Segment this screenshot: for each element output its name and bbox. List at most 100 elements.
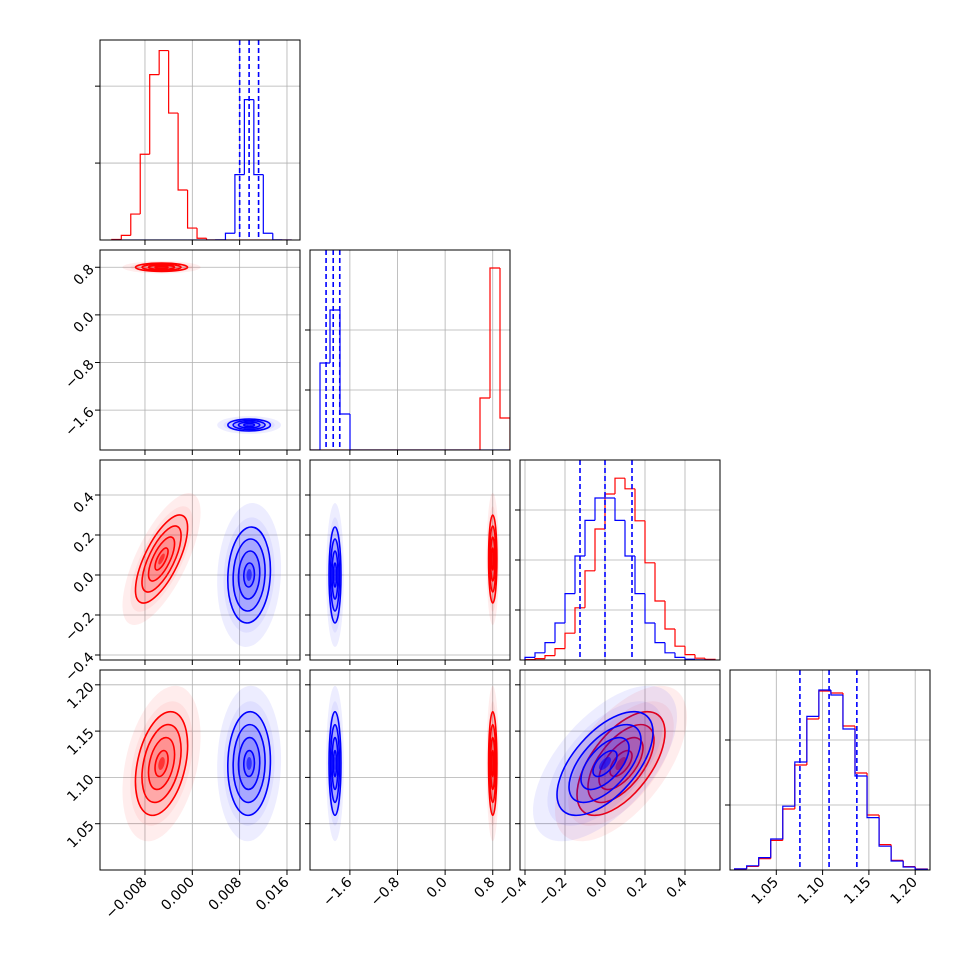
histogram-bin [186, 190, 198, 229]
histogram-bin [782, 808, 795, 841]
y-tick-label: 1.15 [64, 725, 97, 758]
x-tick-label: 0.000 [158, 874, 198, 914]
histogram-bin [758, 857, 771, 866]
panel [310, 460, 510, 660]
histogram-bin [544, 642, 555, 653]
y-tick-label: 1.10 [64, 772, 97, 805]
contour [332, 562, 338, 588]
histogram-bin [830, 690, 843, 696]
contour [598, 736, 644, 791]
histogram-bin [818, 689, 831, 717]
y-tick-label: −0.8 [62, 357, 97, 392]
density-fill [158, 757, 165, 770]
y-tick-label: 0.2 [71, 529, 98, 556]
panel [100, 250, 300, 450]
histogram-bin [262, 174, 273, 234]
y-tick-label: 0.0 [71, 569, 98, 596]
contour [331, 550, 339, 600]
histogram-bin [890, 844, 904, 861]
density-fill [158, 553, 165, 565]
density-fill [334, 757, 336, 770]
histogram-bin [329, 309, 340, 363]
contour [141, 723, 182, 804]
contour [556, 710, 654, 817]
histogram-bin [878, 815, 892, 846]
x-tick-label: −0.008 [103, 874, 151, 922]
histogram-bin [902, 861, 916, 868]
histogram-bin [489, 267, 500, 398]
contour [328, 710, 342, 817]
contour [592, 749, 618, 778]
histogram-bin [684, 657, 695, 660]
panel-frame [729, 669, 931, 871]
y-tick-label: −1.6 [62, 404, 97, 439]
contour [329, 538, 341, 612]
histogram-bin [139, 153, 150, 215]
histogram-bin [534, 652, 545, 658]
contour [154, 265, 169, 270]
y-tick-label: 0.8 [71, 262, 98, 289]
density-fill [246, 424, 252, 426]
histogram-bin [842, 693, 855, 727]
x-tick-label: 1.20 [887, 874, 920, 907]
histogram-bin [674, 629, 685, 647]
histogram-bin [644, 520, 655, 564]
histogram-bin [499, 268, 510, 450]
contour [242, 749, 256, 778]
panel [310, 670, 510, 870]
panel-frame [309, 249, 511, 451]
contour [328, 526, 342, 624]
x-tick-label: 0.016 [253, 874, 293, 914]
density-fill [615, 757, 627, 770]
histogram-bin [684, 646, 695, 656]
contour [329, 723, 341, 804]
histogram-bin [770, 838, 783, 858]
contour [609, 749, 633, 778]
histogram-bin [614, 498, 625, 521]
contour [490, 749, 495, 778]
histogram-bin [842, 695, 855, 730]
contour [332, 749, 338, 778]
histogram-bin [694, 654, 705, 659]
histogram-bin [806, 715, 819, 762]
contour [227, 526, 272, 624]
contour [568, 723, 642, 804]
histogram-bin [584, 570, 595, 608]
panel-frame [99, 669, 301, 871]
y-tick-label: 0.0 [71, 309, 98, 336]
histogram-bin [534, 658, 545, 660]
x-tick-label: 0.2 [624, 874, 651, 901]
histogram-bin [544, 655, 555, 659]
histogram-bin [158, 49, 169, 75]
histogram-bin [574, 555, 585, 594]
contour [488, 723, 497, 804]
histogram-bin [224, 232, 235, 240]
histogram-bin [120, 234, 131, 240]
x-tick-label: −0.2 [535, 874, 570, 909]
histogram-bin [584, 519, 595, 556]
x-tick-label: 0.4 [664, 874, 691, 901]
histogram-bin [243, 99, 254, 175]
contour [232, 538, 266, 612]
histogram-bin [594, 528, 605, 571]
histogram-bin [634, 556, 645, 595]
contour [147, 536, 176, 582]
histogram-bin [664, 642, 675, 654]
histogram-bin [339, 310, 350, 415]
contour [237, 736, 261, 791]
contour [134, 710, 189, 817]
panel-frame [309, 669, 511, 871]
histogram-bin [234, 174, 245, 234]
histogram-bin [564, 632, 575, 649]
histogram-bin [624, 478, 635, 490]
panel-frame [309, 459, 511, 661]
contour [242, 562, 256, 588]
contour [227, 418, 272, 432]
y-tick-label: 0.4 [71, 489, 98, 516]
histogram-bin [272, 233, 283, 240]
contour [487, 710, 498, 817]
contour [490, 547, 495, 571]
contour [489, 536, 496, 582]
histogram-bin [654, 562, 665, 602]
